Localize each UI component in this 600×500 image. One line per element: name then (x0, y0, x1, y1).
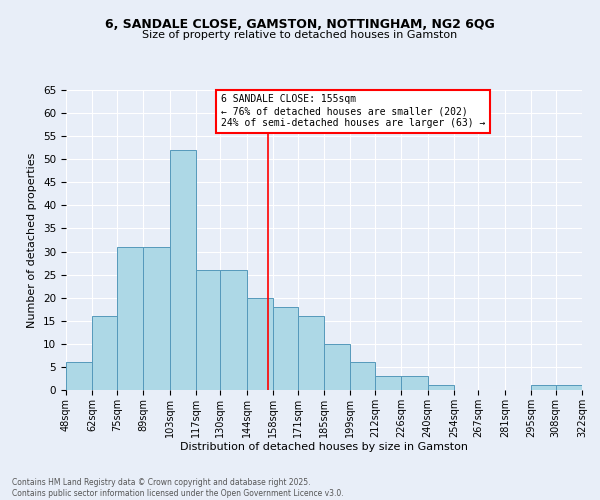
Bar (220, 270, 247, 390)
Bar (273, 307, 298, 390)
Bar (247, 298, 273, 390)
Bar (375, 376, 401, 390)
Bar (170, 150, 196, 390)
Text: Contains HM Land Registry data © Crown copyright and database right 2025.
Contai: Contains HM Land Registry data © Crown c… (12, 478, 344, 498)
Bar (117, 247, 143, 390)
Y-axis label: Number of detached properties: Number of detached properties (28, 152, 37, 328)
Bar (92, 316, 117, 390)
Bar (350, 362, 375, 390)
Bar (298, 316, 324, 390)
Text: Distribution of detached houses by size in Gamston: Distribution of detached houses by size … (180, 442, 468, 452)
Text: 6, SANDALE CLOSE, GAMSTON, NOTTINGHAM, NG2 6QG: 6, SANDALE CLOSE, GAMSTON, NOTTINGHAM, N… (105, 18, 495, 30)
Bar (556, 386, 582, 390)
Text: 6 SANDALE CLOSE: 155sqm
← 76% of detached houses are smaller (202)
24% of semi-d: 6 SANDALE CLOSE: 155sqm ← 76% of detache… (221, 94, 485, 128)
Bar (428, 386, 454, 390)
Bar (531, 386, 556, 390)
Bar (324, 344, 350, 390)
Bar (66, 362, 92, 390)
Text: Size of property relative to detached houses in Gamston: Size of property relative to detached ho… (142, 30, 458, 40)
Bar (401, 376, 428, 390)
Bar (196, 270, 220, 390)
Bar (143, 247, 170, 390)
